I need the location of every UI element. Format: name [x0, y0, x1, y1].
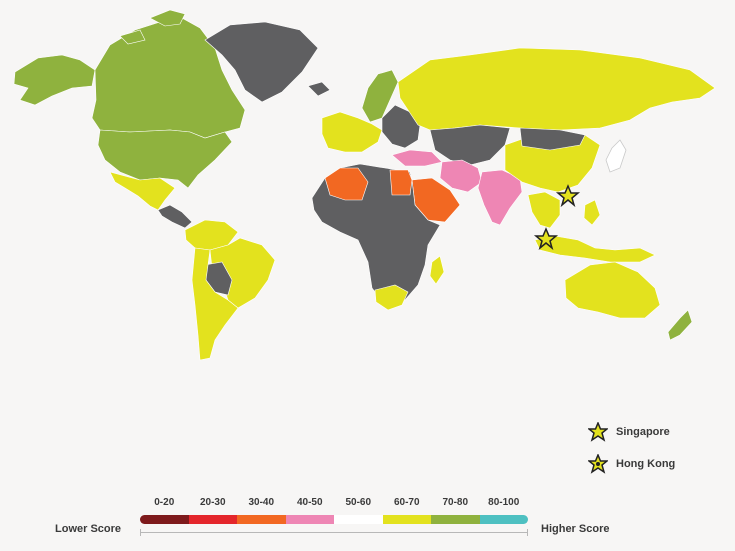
scale-color-bar [140, 515, 528, 524]
singapore-marker-icon[interactable] [533, 227, 559, 251]
region-iceland[interactable] [307, 81, 331, 97]
star-icon [588, 422, 608, 442]
region-united-states[interactable] [97, 129, 233, 189]
marker-legend-item-singapore: Singapore [588, 422, 728, 442]
region-philippines[interactable] [583, 199, 601, 226]
region-alaska[interactable] [13, 54, 96, 106]
scale-labels: 0-20 20-30 30-40 40-50 50-60 60-70 70-80… [140, 497, 528, 511]
score-scale-legend: 0-20 20-30 30-40 40-50 50-60 60-70 70-80… [140, 497, 528, 536]
scale-swatch [479, 515, 528, 524]
marker-legend: Singapore Hong Kong [588, 422, 728, 486]
region-western-europe[interactable] [321, 111, 383, 153]
scale-swatch [140, 515, 189, 524]
marker-legend-item-hong-kong: Hong Kong [588, 454, 728, 474]
region-madagascar[interactable] [429, 255, 445, 285]
region-egypt[interactable] [389, 169, 413, 196]
region-iran[interactable] [439, 159, 483, 193]
region-russia[interactable] [397, 47, 716, 131]
scale-label: 30-40 [248, 497, 275, 508]
lower-score-label: Lower Score [55, 523, 122, 535]
star-burst-icon [588, 454, 608, 474]
scale-label: 40-50 [296, 497, 323, 508]
region-indonesia[interactable] [534, 235, 656, 263]
scale-swatch [188, 515, 237, 524]
region-kazakhstan[interactable] [429, 124, 511, 166]
region-australia[interactable] [564, 261, 661, 319]
region-south-africa[interactable] [374, 284, 409, 311]
region-mongolia[interactable] [519, 127, 586, 151]
region-central-america[interactable] [157, 204, 193, 229]
world-map [13, 9, 716, 361]
scale-label: 60-70 [393, 497, 420, 508]
scale-label: 0-20 [154, 497, 175, 508]
scale-swatch [431, 515, 480, 524]
scale-swatch [237, 515, 286, 524]
marker-label: Hong Kong [616, 458, 676, 470]
scale-swatch [382, 515, 431, 524]
region-japan[interactable] [605, 139, 627, 173]
scale-label: 80-100 [488, 497, 520, 508]
scale-label: 20-30 [199, 497, 226, 508]
scale-label: 50-60 [345, 497, 372, 508]
region-new-zealand[interactable] [667, 309, 693, 341]
region-canada-islands[interactable] [119, 9, 186, 45]
region-algeria[interactable] [324, 167, 369, 201]
region-eastern-europe[interactable] [381, 104, 421, 149]
marker-label: Singapore [616, 426, 670, 438]
scale-swatch [334, 515, 383, 524]
region-turkey[interactable] [391, 149, 443, 167]
higher-score-label: Higher Score [541, 523, 610, 535]
region-india[interactable] [477, 169, 523, 226]
region-southeast-asia[interactable] [527, 191, 561, 229]
scale-axis-line [140, 529, 528, 536]
scale-swatch [285, 515, 334, 524]
region-greenland[interactable] [204, 21, 319, 103]
hong-kong-marker-icon[interactable] [555, 184, 581, 208]
region-chile-argentina[interactable] [191, 247, 239, 361]
scale-label: 70-80 [442, 497, 469, 508]
